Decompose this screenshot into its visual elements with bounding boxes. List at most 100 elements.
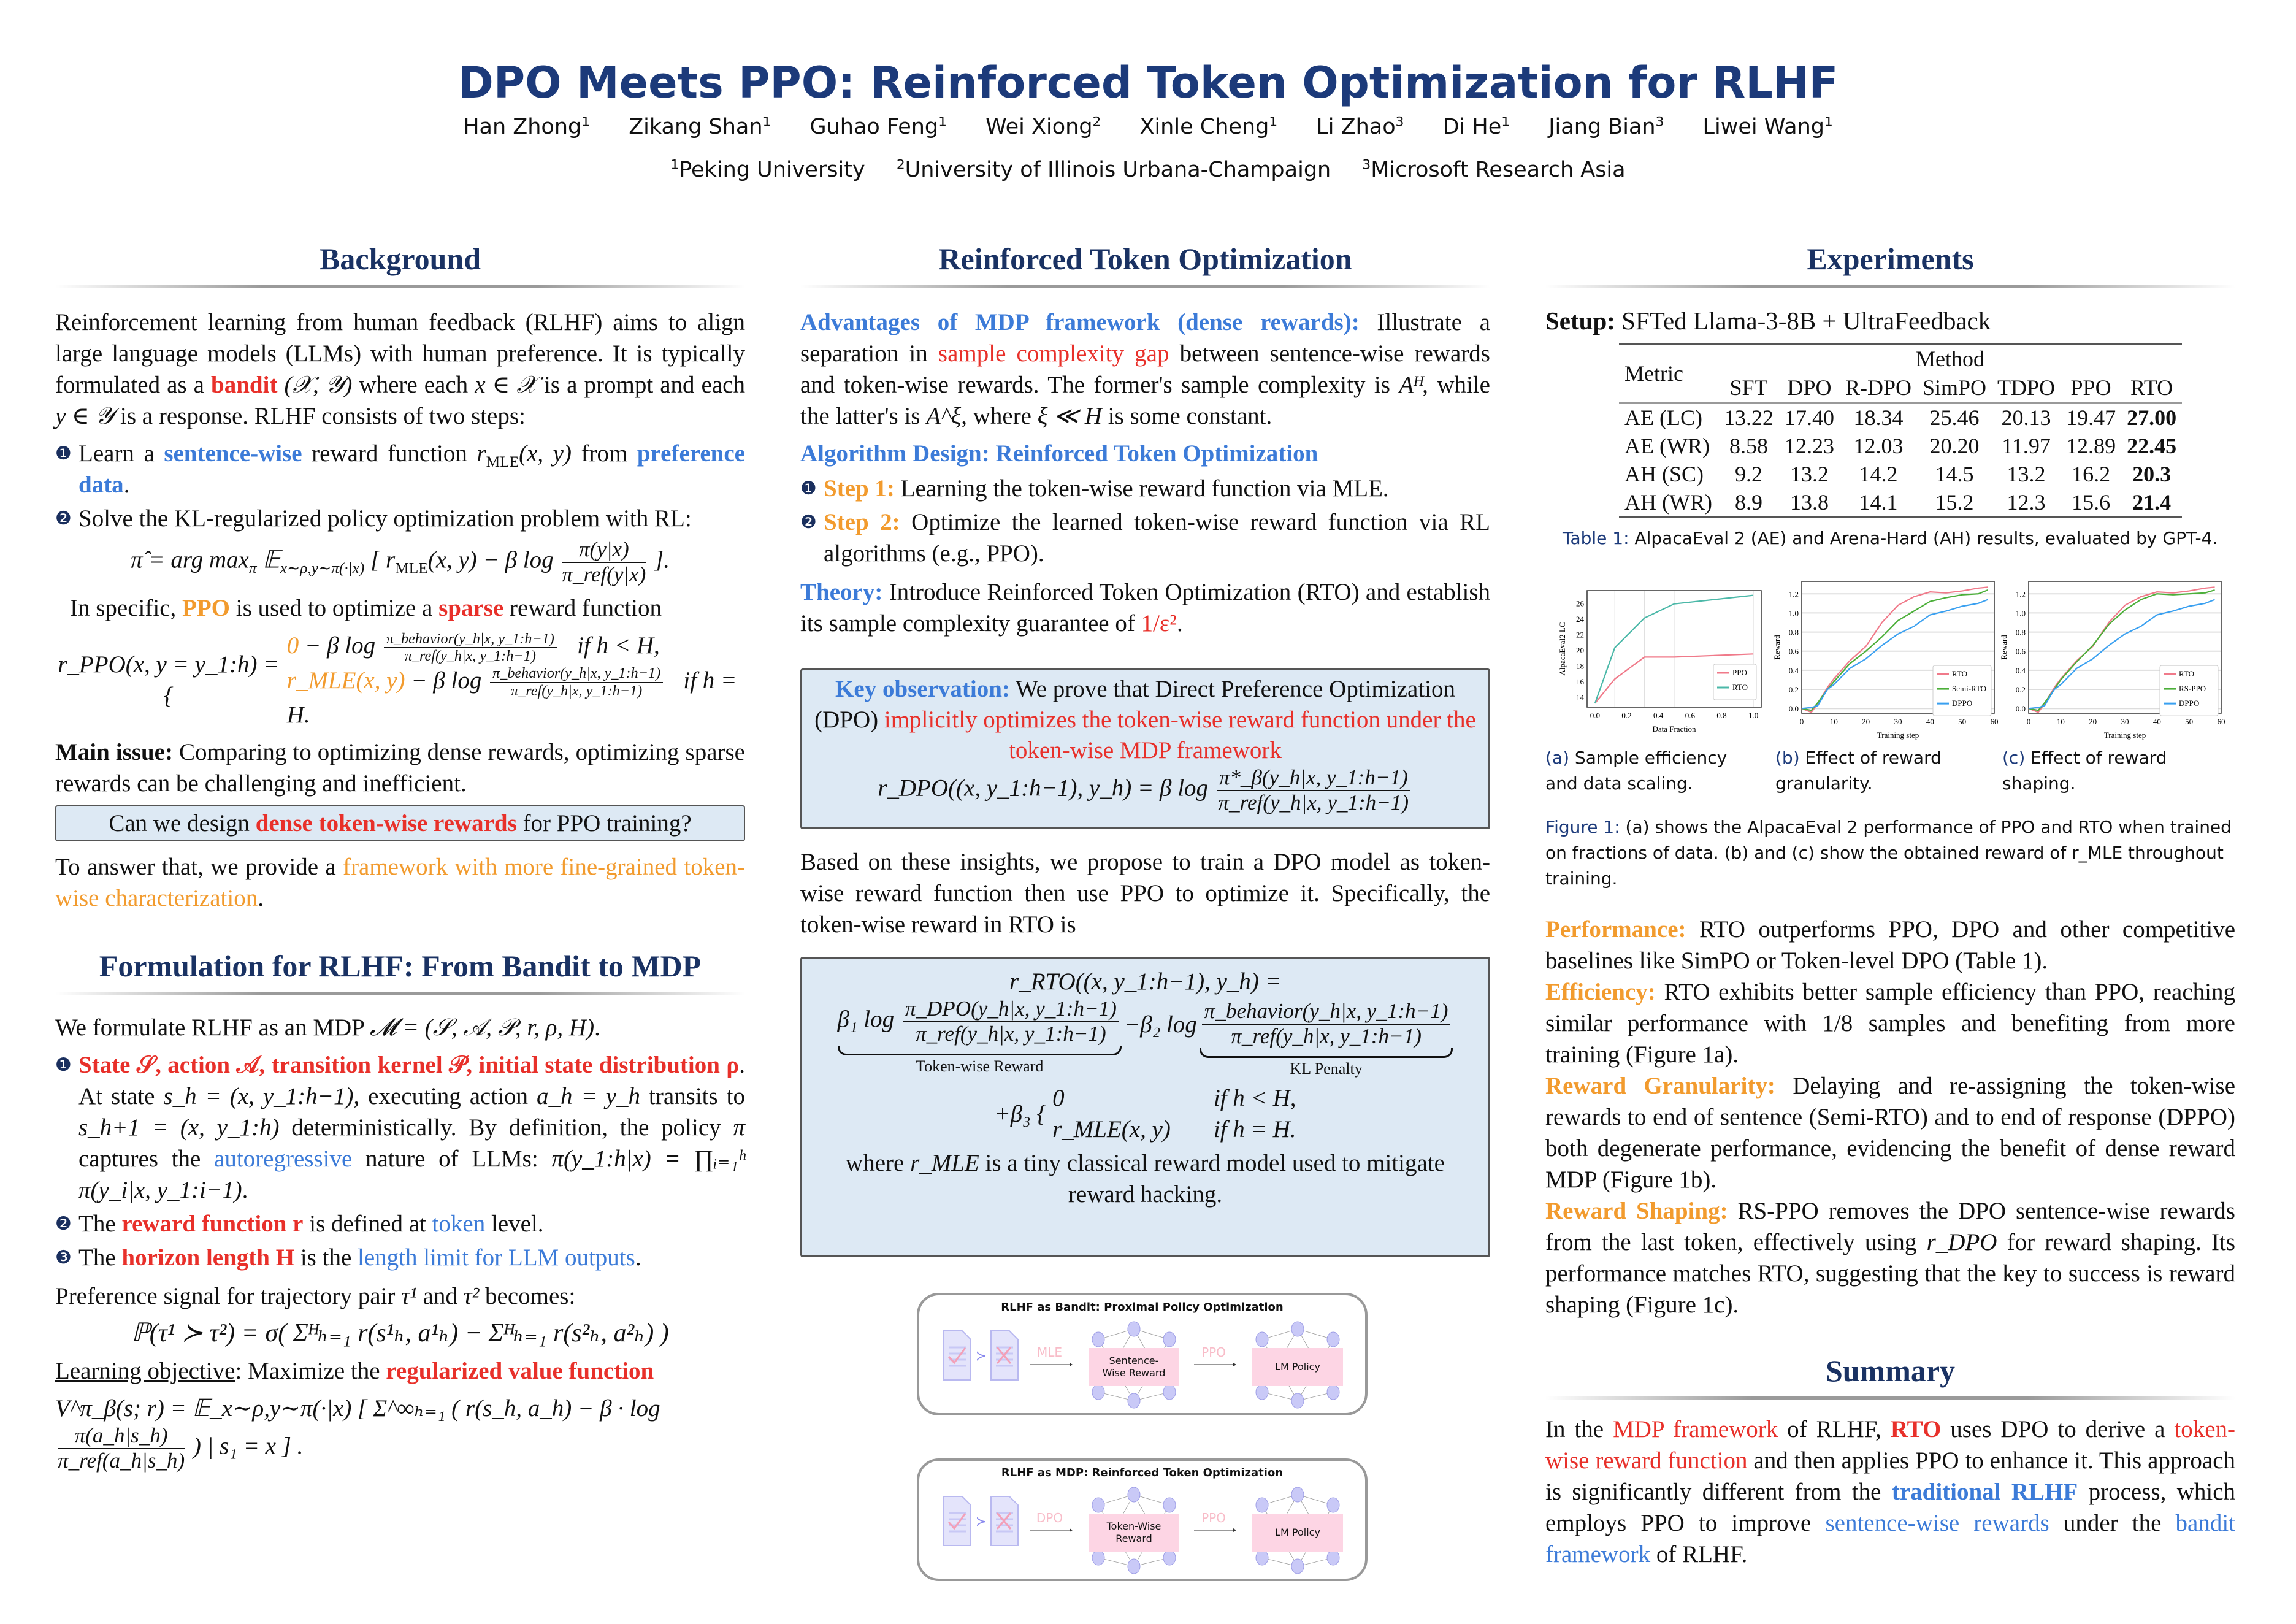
mdp-item: ❷ The reward function r is defined at tok… bbox=[55, 1208, 745, 1239]
text-segment: y ∈ 𝒴 bbox=[55, 403, 115, 429]
figure-caption: Figure 1: (a) shows the AlpacaEval 2 per… bbox=[1545, 817, 2232, 889]
text-segment: Efficiency: bbox=[1545, 979, 1656, 1005]
text-segment: MDP framework bbox=[1613, 1416, 1778, 1442]
text-segment: s_h = (x, y_1:h−1) bbox=[163, 1083, 354, 1109]
series-line-semi-rto bbox=[1801, 589, 1988, 711]
legend-label: RTO bbox=[2179, 669, 2194, 678]
y-tick-label: 14 bbox=[1576, 692, 1585, 702]
x-tick-label: 40 bbox=[2153, 717, 2161, 726]
background-intro: Reinforcement learning from human feedba… bbox=[55, 307, 745, 432]
text-segment: MLE bbox=[486, 453, 519, 470]
algorithm-design-heading: Algorithm Design: Reinforced Token Optim… bbox=[800, 440, 1318, 467]
doc-shape bbox=[943, 1496, 971, 1546]
check-mark bbox=[947, 1347, 966, 1365]
network-node bbox=[1163, 1384, 1176, 1400]
x-tick-label: 50 bbox=[2185, 717, 2193, 726]
network-node bbox=[1163, 1550, 1176, 1566]
affiliation: 3Microsoft Research Asia bbox=[1362, 157, 1626, 182]
text-segment: Reinforcement learning from human feedba… bbox=[55, 309, 745, 398]
y-tick-label: 0.8 bbox=[1789, 628, 1799, 637]
text-segment: where each bbox=[352, 372, 475, 398]
text-segment: Step 1: bbox=[824, 475, 895, 502]
value-cell: 16.2 bbox=[2072, 462, 2111, 486]
mdp-item: ❶ State 𝒮, action 𝒜, transition kernel 𝒫,… bbox=[55, 1049, 745, 1206]
summary-text: In the MDP framework of RLHF, RTO uses D… bbox=[1545, 1414, 2235, 1570]
box-label-wrap: Token-Wise Reward bbox=[1107, 1520, 1161, 1544]
text-segment: , where bbox=[961, 403, 1038, 429]
box-label: LM Policy bbox=[1275, 1526, 1320, 1538]
text-segment: preference data bbox=[78, 440, 745, 498]
x-axis-label: Data Fraction bbox=[1652, 724, 1696, 733]
equation-dpo-reward: r_DPO((x, y_1:h−1), y_h) = β log π*_β(y_… bbox=[813, 765, 1477, 814]
text-segment: uses DPO to derive a bbox=[1941, 1416, 2175, 1442]
algorithm-step: ❶ Step 1: Learning the token-wise reward … bbox=[800, 473, 1490, 504]
rto-proposal: Based on these insights, we propose to t… bbox=[800, 846, 1490, 946]
number-2-icon: ❷ bbox=[55, 1213, 72, 1235]
column-header: SimPO bbox=[1923, 375, 1987, 400]
text-segment: traditional RLHF bbox=[1891, 1479, 2078, 1505]
box-label: LM Policy bbox=[1275, 1361, 1320, 1373]
table-caption: Table 1: AlpacaEval 2 (AE) and Arena-Har… bbox=[1563, 528, 2218, 548]
chart-sample-efficiency: 14 16 18 20 22 24 26 0.0 0.2 0.4 0.6 0.8 1.0 Data Fra… bbox=[1558, 590, 1762, 733]
text-segment: of RLHF, bbox=[1778, 1416, 1891, 1442]
text-segment: We prove that Direct Preference Optimiza… bbox=[814, 676, 1455, 733]
text-segment: sentence-wise rewards bbox=[1825, 1510, 2049, 1536]
network-node bbox=[1326, 1384, 1340, 1400]
text-segment: . bbox=[594, 1014, 600, 1041]
table-row: AE (LC) 13.22 17.40 18.34 25.46 20.13 19.47 27.… bbox=[1619, 402, 2182, 432]
background-section: Reinforcement learning from human feedba… bbox=[55, 307, 745, 920]
text-segment: r_DPO bbox=[1926, 1229, 1997, 1255]
column-header: RTO bbox=[2130, 375, 2173, 400]
series-line-dppo bbox=[2028, 599, 2215, 710]
column-header: R-DPO bbox=[1845, 375, 1911, 400]
text-segment: . bbox=[242, 1177, 248, 1203]
column-header: TDPO bbox=[1997, 375, 2056, 400]
column-header: PPO bbox=[2070, 375, 2111, 400]
value-cell: 22.45 bbox=[2127, 434, 2177, 458]
text-segment: of RLHF. bbox=[1650, 1541, 1748, 1568]
author: Wei Xiong2 bbox=[985, 114, 1101, 139]
text-segment: x ∈ 𝒳 bbox=[475, 372, 538, 398]
text-segment: RTO exhibits better sample efficiency th… bbox=[1545, 979, 2235, 1068]
network-node bbox=[1291, 1393, 1304, 1409]
subcaption-b: (b) Effect of reward granularity. bbox=[1775, 748, 1942, 794]
section-heading-formulation: Formulation for RLHF: From Bandit to MDP bbox=[55, 948, 745, 995]
text-segment: is the bbox=[294, 1244, 358, 1271]
x-tick-label: 20 bbox=[1862, 717, 1870, 726]
text-segment: Advantages of MDP framework (dense rewar… bbox=[800, 309, 1360, 335]
text-segment: is some constant. bbox=[1101, 403, 1272, 429]
table-row: AH (SC) 9.2 13.2 14.2 14.5 13.2 16.2 20.3 bbox=[1619, 460, 2182, 488]
y-tick-label: 0.6 bbox=[2016, 647, 2026, 656]
x-axis-label: Training step bbox=[2104, 730, 2146, 740]
series-line-rto bbox=[1594, 594, 1754, 703]
x-tick-label: 50 bbox=[1958, 717, 1966, 726]
summary-section: In the MDP framework of RLHF, RTO uses D… bbox=[1545, 1414, 2235, 1576]
y-tick-label: 26 bbox=[1576, 599, 1585, 608]
x-tick-label: 20 bbox=[2089, 717, 2097, 726]
text-segment: Key observation: bbox=[835, 676, 1010, 702]
value-cell: 20.3 bbox=[2132, 462, 2172, 486]
box-label-wrap: Sentence-Wise Reward bbox=[1103, 1355, 1166, 1379]
text-segment: where bbox=[846, 1150, 911, 1177]
network-node bbox=[1092, 1550, 1105, 1566]
x-tick-label: 1.0 bbox=[1748, 711, 1758, 720]
rejected-document-icon bbox=[990, 1330, 1019, 1381]
text-segment: sample complexity gap bbox=[938, 340, 1169, 367]
value-cell: 13.2 bbox=[2007, 462, 2046, 486]
reward-model-box bbox=[1089, 1348, 1179, 1386]
rto-equation-cases: +β₃ { 0 if h < H, r_MLE(x, y) if h = H. bbox=[994, 1085, 1296, 1143]
text-segment: Aᴴ bbox=[1399, 372, 1423, 398]
y-tick-label: 0.6 bbox=[1789, 647, 1799, 656]
section-heading-summary: Summary bbox=[1545, 1352, 2235, 1400]
y-tick-label: 1.0 bbox=[2016, 608, 2026, 618]
preference-symbol: ≻ bbox=[976, 1514, 987, 1530]
experiments-section: Setup: SFTed Llama-3-8B + UltraFeedback … bbox=[1545, 305, 2235, 551]
text-segment: π bbox=[733, 1114, 745, 1141]
text-segment: from bbox=[571, 440, 637, 467]
text-segment: Delaying and re-assigning the token-wise… bbox=[1545, 1073, 2236, 1193]
text-segment: reward function bbox=[302, 440, 477, 467]
author: Xinle Cheng1 bbox=[1139, 114, 1278, 139]
finding-performance: Performance: RTO outperforms PPO, DPO an… bbox=[1545, 914, 2235, 976]
finding-efficiency: Efficiency: RTO exhibits better sample e… bbox=[1545, 976, 2235, 1070]
text-segment: . At state bbox=[78, 1052, 745, 1109]
